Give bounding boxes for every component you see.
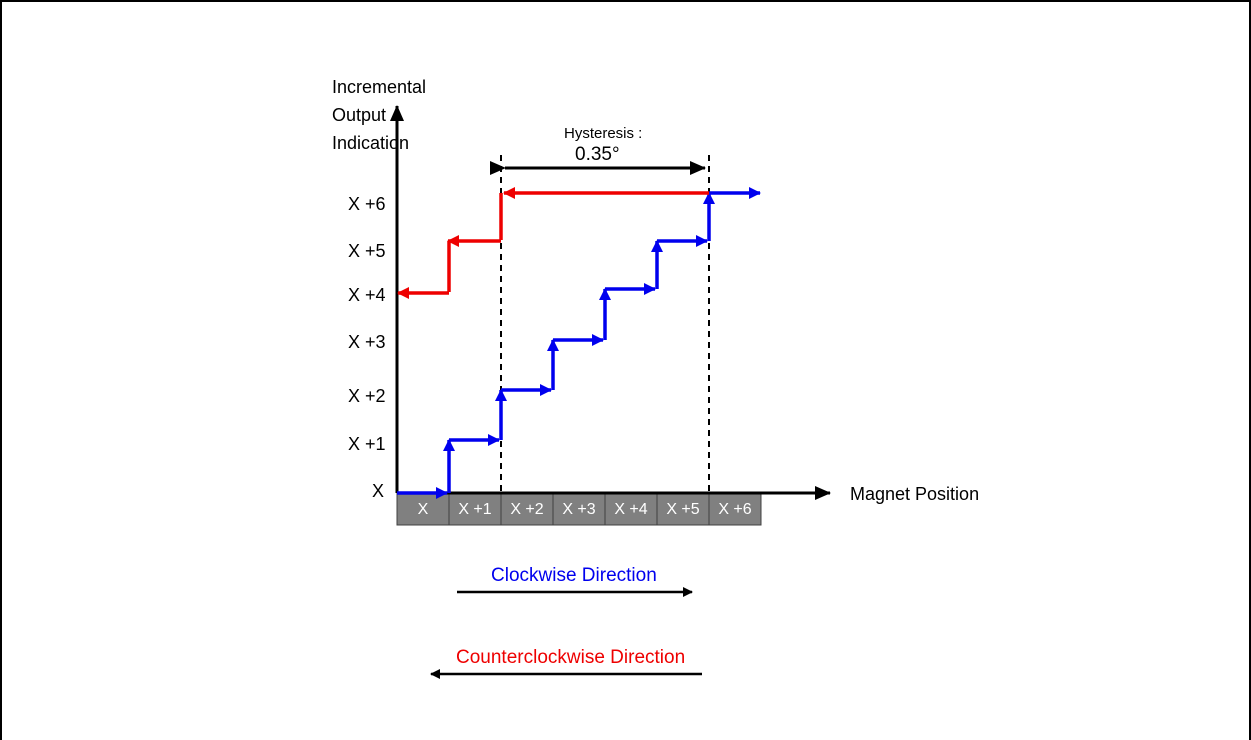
clockwise-staircase [397, 187, 761, 499]
y-tick-x1: X +1 [348, 434, 386, 454]
y-tick-x2: X +2 [348, 386, 386, 406]
cell-label-x4: X +4 [614, 501, 647, 518]
clockwise-direction-label: Clockwise Direction [491, 565, 657, 586]
cell-label-x6: X +6 [718, 501, 751, 518]
counterclockwise-staircase [397, 187, 709, 299]
hysteresis-label: Hysteresis : [564, 125, 642, 142]
cell-label-x: X [418, 501, 429, 518]
cell-x1 [448, 492, 502, 526]
position-cells: X X +1 X +2 X +3 X +4 X +5 X +6 [396, 492, 762, 526]
y-tick-x6: X +6 [348, 194, 386, 214]
cell-label-x5: X +5 [666, 501, 699, 518]
cell-x6 [708, 492, 762, 526]
y-tick-x5: X +5 [348, 241, 386, 261]
y-axis-title: Incremental Output Indication [332, 77, 431, 153]
hysteresis-value: 0.35° [575, 144, 620, 165]
cell-x5 [656, 492, 710, 526]
cell-label-x3: X +3 [562, 501, 595, 518]
cell-x4 [604, 492, 658, 526]
cell-label-x1: X +1 [458, 501, 491, 518]
y-tick-x3: X +3 [348, 332, 386, 352]
y-tick-x: X [372, 481, 384, 501]
x-axis-title: Magnet Position [850, 484, 979, 504]
counterclockwise-direction-label: Counterclockwise Direction [456, 647, 685, 668]
cell-label-x2: X +2 [510, 501, 543, 518]
y-tick-x4: X +4 [348, 285, 386, 305]
